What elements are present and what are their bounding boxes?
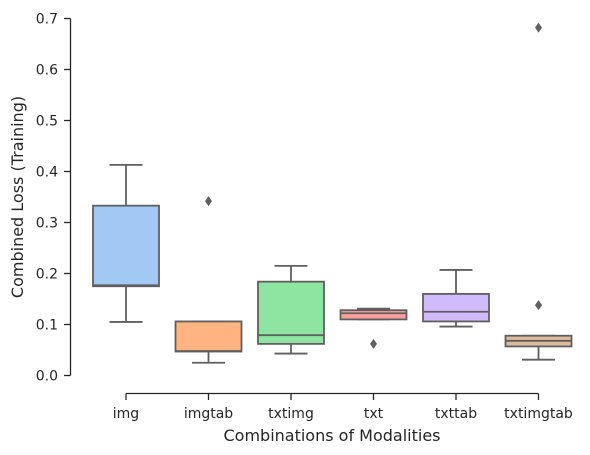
y-tick-label: 0.4 [36,165,58,181]
y-axis: 0.0 0.1 0.2 0.3 0.4 0.5 0.6 0.7 [36,12,72,385]
y-tick-label: 0.3 [36,216,58,232]
box-imgtab [174,196,243,364]
outlier-point [535,300,542,311]
box-img [92,163,160,323]
box-iqr [422,292,490,323]
outlier-point [370,338,377,349]
box-txtimg [257,264,325,355]
box-iqr [339,309,408,321]
box-iqr [257,280,325,345]
y-tick-label: 0.2 [36,267,58,283]
box-iqr [174,320,243,353]
y-tick-label: 0.6 [36,63,58,79]
y-tick-label: 0.5 [36,114,58,130]
x-axis-title: Combinations of Modalities [223,426,440,445]
y-tick-label: 0.1 [36,318,58,334]
box-txt [339,307,408,349]
box-iqr [92,204,160,288]
box-series [92,22,573,364]
x-tick-label: imgtab [184,406,233,422]
x-tick-label: img [113,406,139,422]
x-tick-label: txttab [435,406,477,422]
outlier-point [205,196,212,207]
x-tick-label: txtimgtab [504,406,573,422]
y-tick-label: 0.7 [36,12,58,28]
x-tick-label: txt [364,406,384,422]
box-txttab [422,269,490,328]
outlier-point [535,22,542,33]
box-txtimgtab [504,22,573,361]
x-axis: img imgtab txtimg txt txttab txtimgtab [113,392,573,422]
y-axis-title: Combined Loss (Training) [8,96,27,298]
y-tick-label: 0.0 [36,369,58,385]
x-tick-label: txtimg [268,406,314,422]
